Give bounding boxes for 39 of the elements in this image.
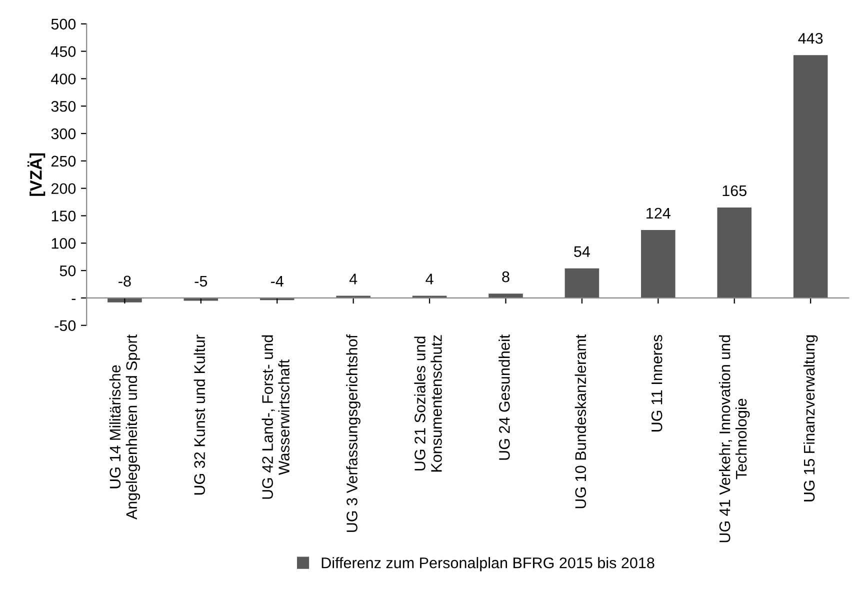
bar (641, 230, 676, 298)
y-tick-label: 50 (60, 265, 76, 276)
bar (717, 208, 752, 298)
legend-label: Differenz zum Personalplan BFRG 2015 bis 2018 (322, 557, 654, 572)
data-label: 4 (426, 274, 434, 284)
data-label: 4 (349, 274, 358, 284)
data-label: 8 (502, 271, 510, 282)
x-tick-label: UG 3 Verfassungsgerichtshof (346, 334, 360, 532)
data-label: 443 (798, 32, 823, 44)
data-label: -5 (194, 276, 208, 287)
x-tick-label: UG 10 Bundeskanzleramt (574, 334, 586, 508)
y-tick-label: - (72, 298, 76, 300)
bar (793, 55, 828, 298)
x-tick-label: UG 21 Soziales und Konsumentenschutz (414, 335, 442, 472)
y-tick-label: -50 (54, 320, 76, 332)
bar (488, 294, 523, 298)
bar (564, 268, 600, 298)
y-axis-title: [VZÄ] (27, 153, 46, 196)
y-tick-label: 450 (51, 46, 76, 57)
y-tick-label: 300 (51, 128, 76, 140)
x-tick-label: UG 14 Militärische Angelegenheiten und Sport (109, 334, 140, 520)
x-tick-label: UG 42 Land-, Forst- und Wasserwirtschaft (262, 335, 290, 499)
x-tick-label: UG 15 Finanzverwaltung (803, 335, 818, 502)
y-tick-label: 350 (51, 100, 76, 112)
y-tick-label: 100 (52, 238, 76, 249)
y-tick-label: 250 (51, 156, 76, 167)
data-label: 54 (574, 246, 590, 258)
x-tick-label: UG 32 Kunst und Kultur (194, 334, 206, 495)
data-label: -4 (271, 276, 284, 286)
y-tick-label: 200 (51, 183, 76, 194)
data-label: 165 (722, 185, 746, 196)
y-tick-label: 500 (51, 18, 76, 30)
x-tick-label: UG 41 Verkehr, Innovation und Technologie (719, 335, 750, 542)
x-tick-label: UG 11 Inneres (651, 334, 662, 432)
y-tick-label: 400 (51, 74, 76, 84)
data-label: -8 (118, 276, 131, 287)
x-tick-label: UG 24 Gesundheit (498, 334, 510, 460)
y-tick-label: 150 (52, 210, 76, 222)
data-label: 124 (646, 208, 670, 218)
